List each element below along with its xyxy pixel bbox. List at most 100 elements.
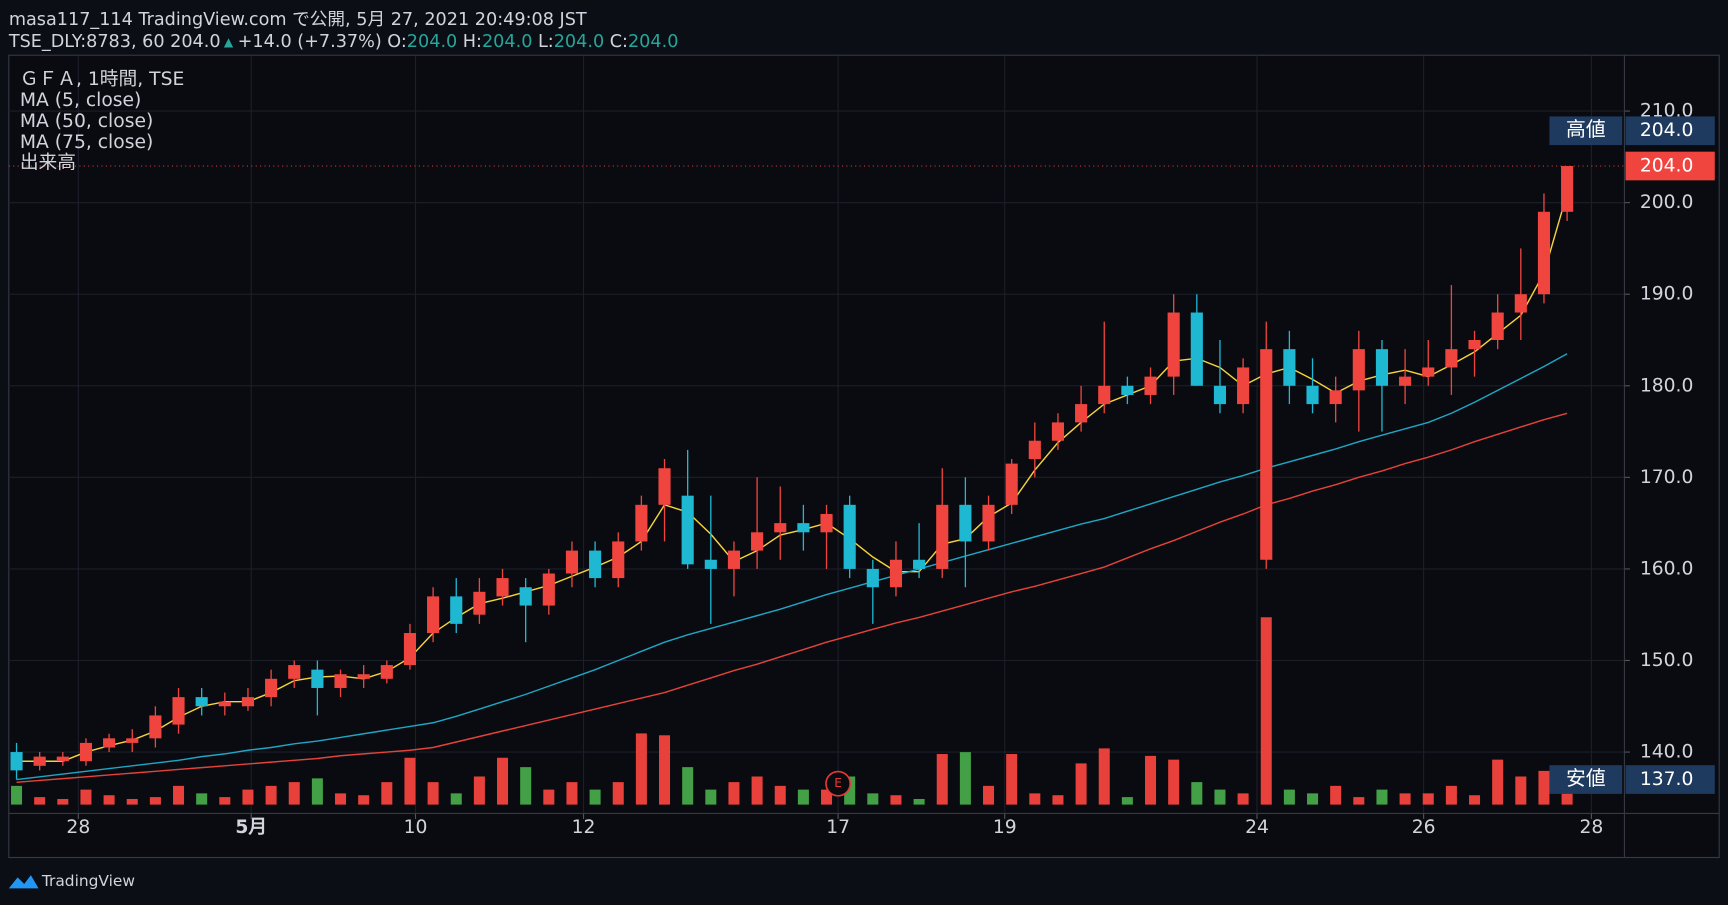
candle-body	[1399, 376, 1412, 386]
legend-volume: 出来高	[20, 153, 76, 174]
candle-body	[1468, 339, 1481, 350]
high-box	[1625, 116, 1715, 146]
volume-bar	[1075, 763, 1087, 805]
header-line2: TSE_DLY:8783, 60 204.0 ▲ +14.0 (+7.37%) O:20…	[8, 32, 679, 52]
volume-bar	[728, 782, 740, 805]
candle-body	[265, 678, 278, 698]
candle-body	[1098, 385, 1111, 405]
volume-bar	[80, 789, 92, 805]
x-tick-label: 17	[826, 817, 850, 838]
volume-bar	[404, 757, 416, 805]
y-tick-label: 200.0	[1640, 192, 1694, 213]
candle-body	[1144, 376, 1157, 395]
l-label: L:	[538, 32, 554, 52]
volume-bar	[589, 789, 601, 805]
x-tick-label: 19	[993, 817, 1017, 838]
candle-body	[126, 738, 139, 743]
candle-body	[450, 596, 463, 624]
volume-bar	[1006, 754, 1018, 805]
volume-bar	[751, 776, 763, 805]
labels: 140.0 150.0 160.0 170.0 180.0 190.0 200.0 210.0…	[8, 101, 1715, 838]
candle-body	[1005, 463, 1018, 505]
low-value: 137.0	[1640, 769, 1694, 790]
volume-bar	[936, 754, 948, 805]
volume-bar	[311, 778, 323, 805]
candle-body	[56, 756, 69, 762]
symbol: TSE_DLY:8783, 60	[8, 32, 165, 52]
candle-body	[774, 523, 787, 533]
volume-bar	[566, 782, 578, 805]
change: +14.0 (+7.37%)	[238, 32, 382, 52]
volume-bar	[219, 797, 231, 805]
legend-ma50: MA (50, close)	[20, 111, 153, 132]
volume-bar	[1145, 755, 1157, 805]
candle-body	[589, 550, 602, 579]
candle-body	[1051, 422, 1065, 441]
candle-body	[843, 504, 856, 569]
candle-body	[658, 468, 671, 505]
y-tick-label: 180.0	[1640, 375, 1694, 396]
volume-bar	[1515, 776, 1527, 805]
volume-bar	[1052, 795, 1064, 805]
candle-body	[1375, 349, 1389, 386]
volume-bar	[543, 789, 555, 805]
volume-bar	[473, 776, 485, 805]
volume-bar	[1283, 789, 1295, 805]
x-tick-label: 10	[404, 817, 428, 838]
volume-bar	[149, 797, 161, 805]
volume-bar	[173, 785, 185, 805]
volume	[11, 617, 1573, 805]
candle-body	[149, 715, 162, 739]
candle-body	[1237, 367, 1250, 405]
candle-body	[172, 697, 185, 725]
high-name: 高値	[1566, 118, 1606, 141]
x-tick-label: 12	[572, 817, 596, 838]
volume-bar	[497, 757, 509, 805]
up-arrow-icon: ▲	[224, 34, 234, 48]
candle-body	[427, 596, 440, 634]
footer-brand: TradingView	[41, 872, 135, 890]
volume-bar	[11, 785, 23, 805]
event-marker	[825, 770, 852, 797]
volume-bar	[635, 733, 647, 805]
volume-bar	[844, 776, 856, 805]
volume-bar	[659, 735, 671, 805]
price-label: 204.0	[1640, 156, 1694, 177]
candle-body	[1537, 211, 1551, 295]
volume-bar	[959, 752, 971, 805]
volume-bar	[450, 793, 462, 805]
volume-bar	[705, 789, 717, 805]
candle-body	[1514, 294, 1527, 313]
volume-bar	[867, 793, 879, 805]
volume-bar	[265, 785, 277, 805]
candle-body	[10, 752, 23, 771]
volume-bar	[1121, 797, 1133, 805]
h-value: 204.0	[482, 32, 532, 52]
candle-body	[334, 674, 347, 688]
volume-bar	[126, 798, 138, 805]
candle-body	[866, 568, 879, 588]
candle-body	[79, 742, 93, 762]
ma-line	[16, 412, 1568, 783]
c-label: C:	[610, 32, 628, 52]
candle-body	[103, 738, 116, 748]
candle-body	[1561, 166, 1574, 212]
y-tick-label: 140.0	[1640, 742, 1694, 763]
candle-body	[33, 756, 46, 766]
candle-body	[982, 504, 995, 542]
y-tick-label: 190.0	[1640, 284, 1694, 305]
volume-bar	[1191, 782, 1203, 805]
candle-body	[797, 523, 810, 533]
y-tick-label: 150.0	[1640, 650, 1694, 671]
volume-bar	[196, 793, 208, 805]
volume-bar	[1098, 748, 1110, 805]
candle-body	[565, 550, 579, 574]
volume-bar	[1492, 759, 1504, 805]
candle-body	[751, 532, 764, 551]
price-box	[1625, 151, 1715, 181]
candle-body	[1121, 385, 1134, 395]
volume-bar	[288, 782, 300, 805]
volume-bar	[1469, 795, 1481, 805]
candle-body	[357, 674, 370, 679]
